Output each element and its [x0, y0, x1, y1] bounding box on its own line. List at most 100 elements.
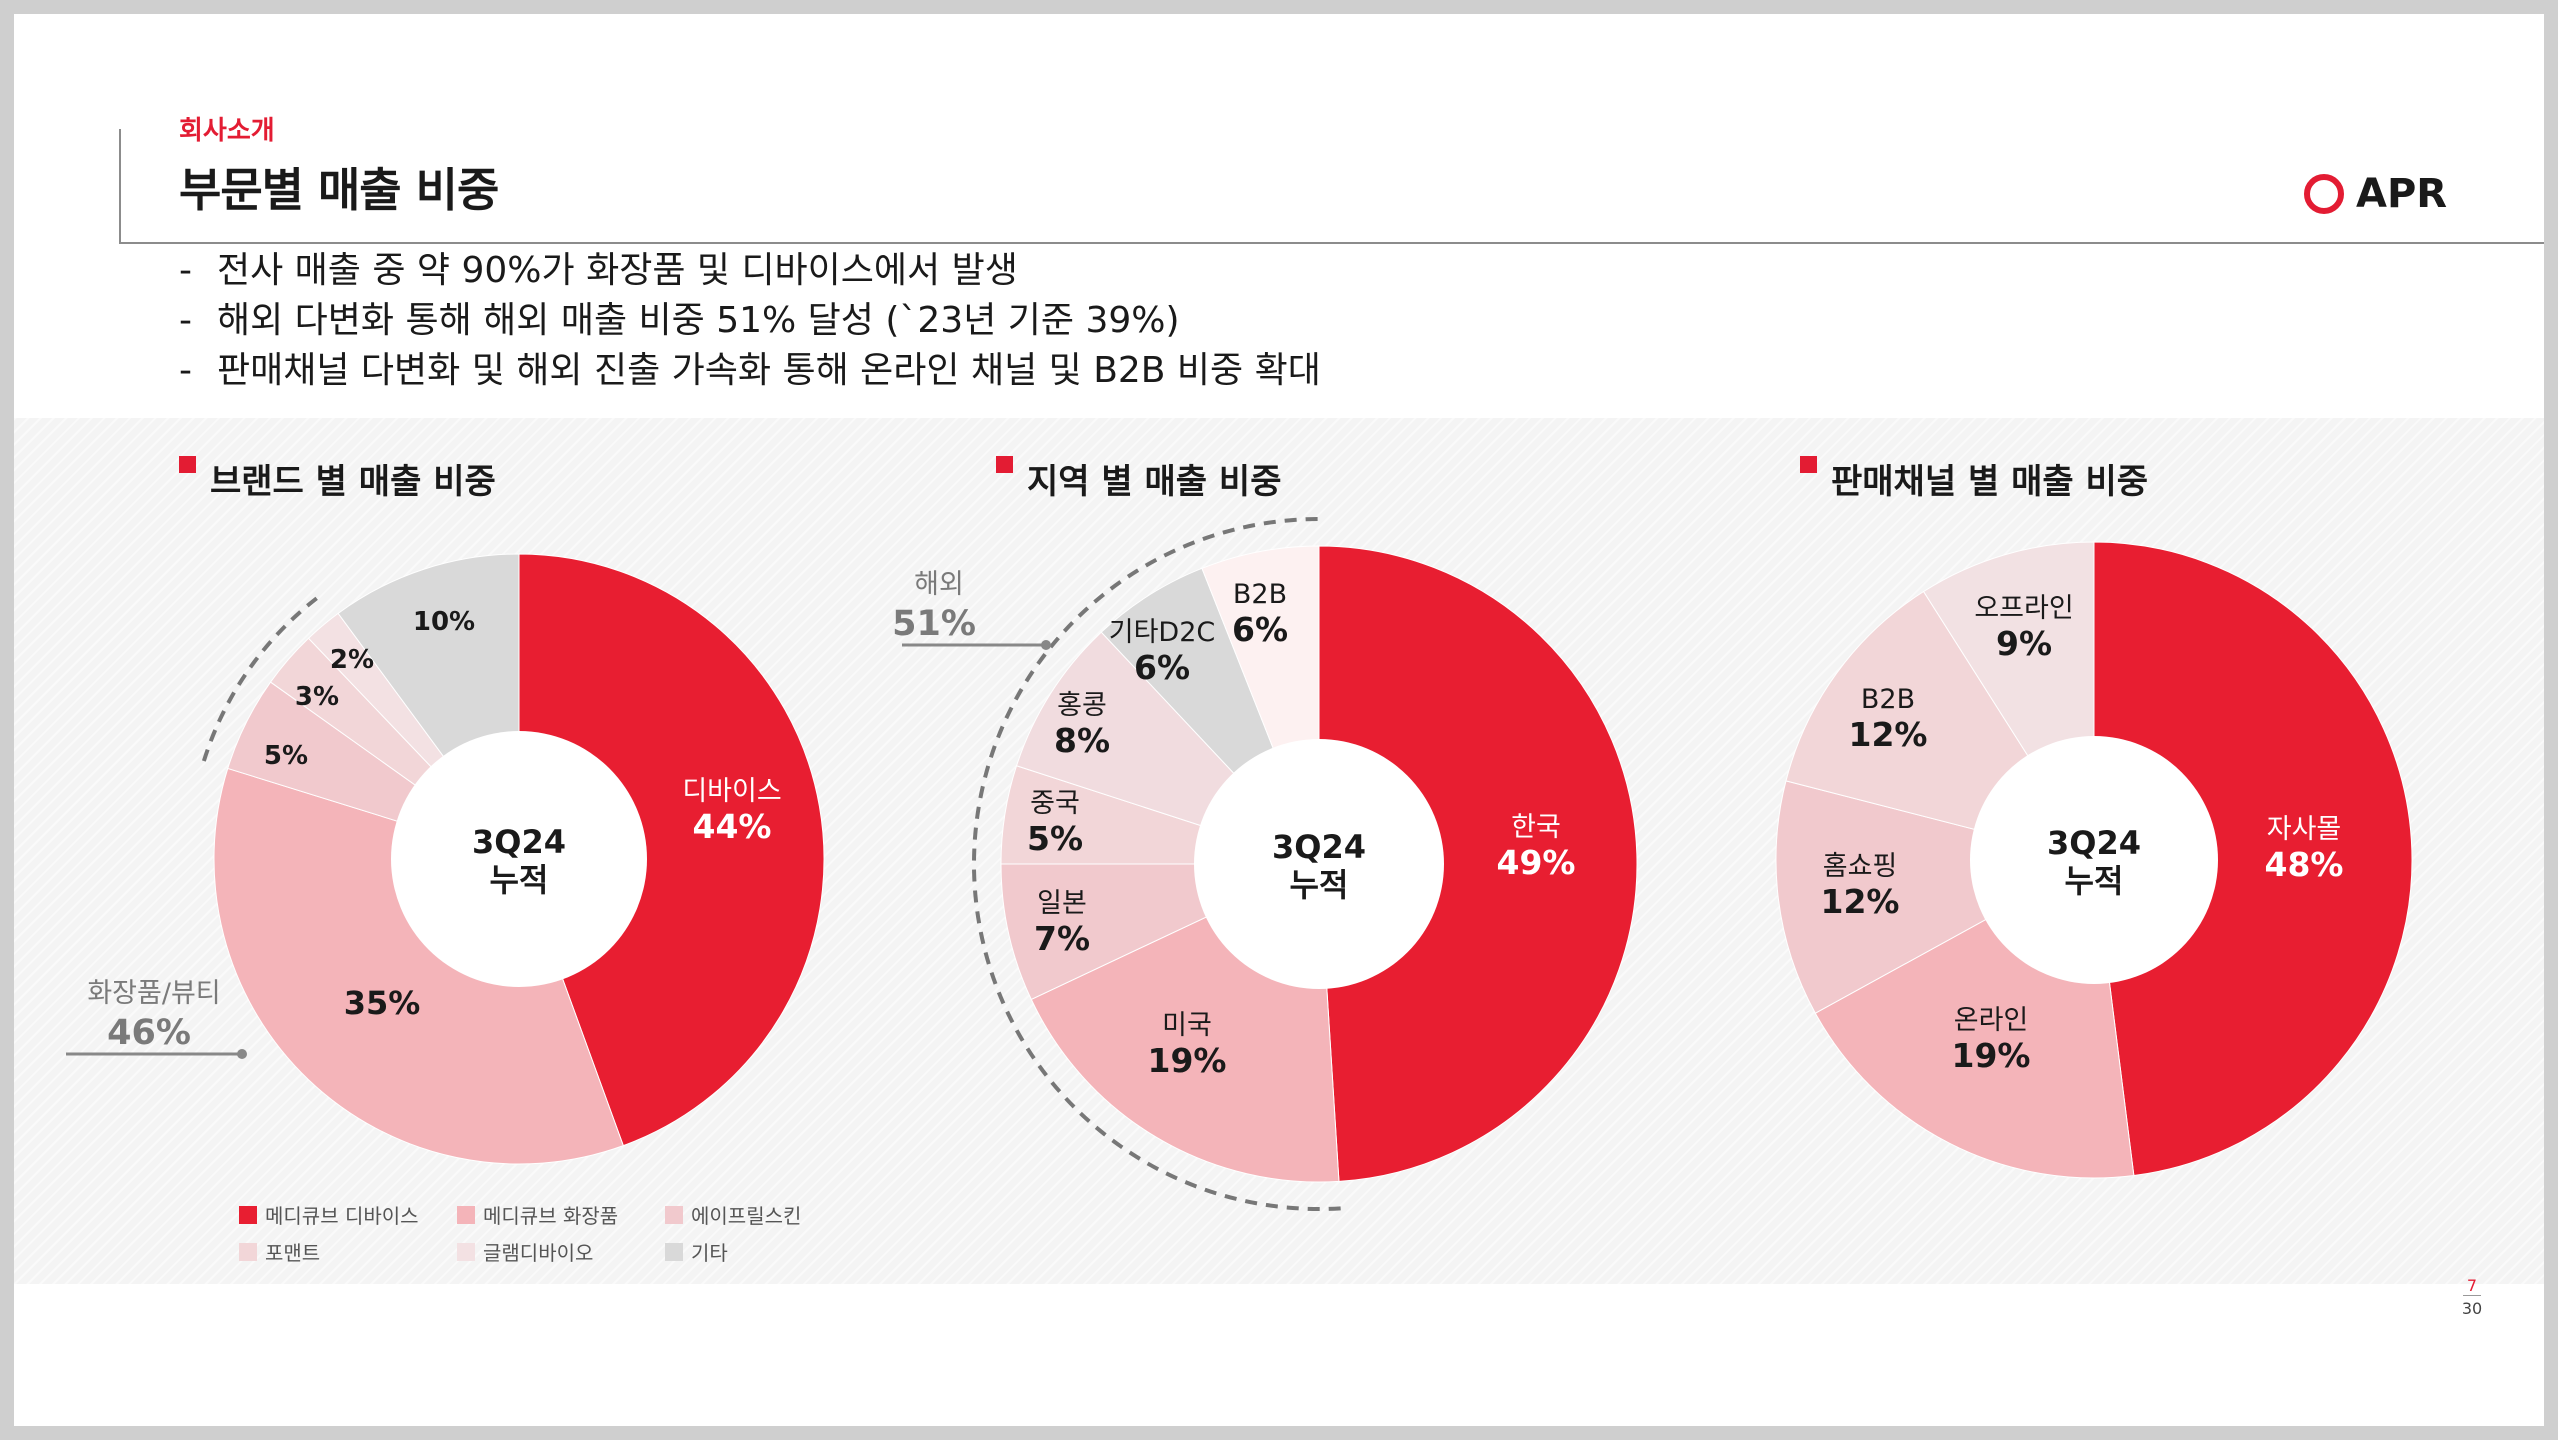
group-bracket-arc: [972, 517, 1341, 1211]
slice-label: 홈쇼핑: [1823, 851, 1898, 882]
legend-label: 메디큐브 화장품: [483, 1204, 619, 1228]
legend-swatch: [665, 1205, 683, 1224]
slice-label: 디바이스: [682, 776, 781, 807]
slice-value: 48%: [2265, 845, 2344, 884]
legend-item: 기타: [665, 1237, 865, 1266]
legend-item: 포맨트: [239, 1237, 457, 1266]
legend-item: 메디큐브 화장품: [457, 1200, 665, 1229]
center-label: 3Q24: [472, 823, 566, 861]
group-bracket-arc: [201, 591, 325, 762]
group-leader-dot: [237, 1049, 247, 1059]
legend-swatch: [239, 1242, 257, 1261]
bullet-text: 해외 다변화 통해 해외 매출 비중 51% 달성 (`23년 기준 39%): [217, 300, 1180, 341]
legend-label: 글램디바이오: [483, 1241, 594, 1265]
donut-chart-2: [1000, 545, 1638, 1183]
chart-title-text: 판매채널 별 매출 비중: [1831, 462, 2149, 502]
center-label: 누적: [1290, 866, 1349, 904]
legend-label: 메디큐브 디바이스: [265, 1204, 419, 1228]
slice-label: 미국: [1162, 1010, 1212, 1041]
page-title: 부문별 매출 비중: [179, 163, 499, 217]
chart-title-text: 브랜드 별 매출 비중: [210, 462, 496, 502]
slice-value: 12%: [1821, 882, 1900, 921]
heading-square-icon: [1800, 456, 1817, 473]
slice-label: B2B: [1233, 579, 1287, 610]
pie-slice: [1775, 780, 2096, 1014]
bullet-item: - 해외 다변화 통해 해외 매출 비중 51% 달성 (`23년 기준 39%): [179, 296, 1321, 346]
donut-chart-3: [1775, 541, 2413, 1179]
legend-swatch: [457, 1205, 475, 1224]
center-label: 3Q24: [2047, 824, 2141, 862]
legend-label: 포맨트: [265, 1241, 321, 1265]
donut-chart-1: [213, 553, 825, 1165]
donut-hole: [1970, 736, 2218, 984]
slice-label: 한국: [1511, 812, 1561, 843]
slice-value: 12%: [1849, 715, 1928, 754]
bullet-marker: -: [179, 250, 192, 291]
slice-value: 2%: [330, 645, 374, 675]
slice-value: 35%: [344, 984, 421, 1022]
legend-label: 에이프릴스킨: [691, 1204, 802, 1228]
page-number: 7 30: [2452, 1276, 2492, 1318]
slice-label: 자사몰: [2267, 814, 2342, 845]
legend-swatch: [239, 1205, 257, 1224]
summary-bullets: - 전사 매출 중 약 90%가 화장품 및 디바이스에서 발생 - 해외 다변화 …: [179, 246, 1321, 396]
slice-value: 44%: [693, 807, 772, 846]
group-value: 51%: [892, 604, 976, 644]
group-leader-dot: [1041, 640, 1051, 650]
legend-item: 메디큐브 디바이스: [239, 1200, 457, 1229]
slice-label: 홍콩: [1057, 690, 1107, 721]
legend-swatch: [665, 1242, 683, 1261]
slice-value: 9%: [1996, 624, 2052, 663]
slice-value: 3%: [295, 682, 339, 712]
slice-value: 19%: [1148, 1041, 1227, 1080]
logo-text: APR: [2356, 171, 2448, 217]
heading-square-icon: [996, 456, 1013, 473]
center-label: 누적: [2065, 862, 2124, 900]
page-total: 30: [2461, 1299, 2483, 1318]
slice-value: 5%: [264, 741, 308, 771]
page-current: 7: [2462, 1276, 2482, 1296]
title-bar-frame: [119, 129, 2544, 244]
slice-label: 중국: [1030, 788, 1080, 819]
slice-value: 8%: [1054, 721, 1110, 760]
section-label: 회사소개: [179, 116, 275, 146]
slice-label: B2B: [1861, 684, 1915, 715]
bullet-marker: -: [179, 300, 192, 341]
slice-value: 19%: [1952, 1036, 2031, 1075]
logo-ring-icon: [2304, 174, 2344, 214]
pie-slice: [518, 553, 825, 1147]
legend-item: 글램디바이오: [457, 1237, 665, 1266]
bullet-text: 판매채널 다변화 및 해외 진출 가속화 통해 온라인 채널 및 B2B 비중 …: [217, 350, 1321, 391]
slice-label: 기타D2C: [1109, 617, 1216, 648]
bullet-item: - 전사 매출 중 약 90%가 화장품 및 디바이스에서 발생: [179, 246, 1321, 296]
chart-title-text: 지역 별 매출 비중: [1027, 462, 1282, 502]
center-label: 누적: [490, 861, 549, 899]
bullet-text: 전사 매출 중 약 90%가 화장품 및 디바이스에서 발생: [217, 250, 1018, 291]
slice-label: 오프라인: [1974, 593, 2073, 624]
donut-hole: [391, 731, 647, 987]
slice-value: 5%: [1027, 819, 1083, 858]
chart-title-region: 지역 별 매출 비중: [996, 454, 1281, 503]
slice-value: 10%: [413, 607, 475, 637]
bullet-marker: -: [179, 350, 192, 391]
legend-swatch: [457, 1242, 475, 1261]
donut-hole: [1194, 739, 1444, 989]
chart-title-channel: 판매채널 별 매출 비중: [1800, 454, 2148, 503]
slice-value: 7%: [1034, 919, 1090, 958]
donut-charts: 3Q24누적디바이스44%35%5%3%2%10%화장품/뷰티46%3Q24누적…: [66, 517, 2413, 1211]
pie-slice: [2093, 541, 2413, 1177]
chart-title-brand: 브랜드 별 매출 비중: [179, 454, 496, 503]
center-label: 3Q24: [1272, 828, 1366, 866]
group-label: 화장품/뷰티: [87, 978, 220, 1009]
slice-value: 6%: [1134, 648, 1190, 687]
slice-value: 6%: [1232, 610, 1288, 649]
pie-slice: [1318, 545, 1638, 1182]
heading-square-icon: [179, 456, 196, 473]
group-value: 46%: [107, 1013, 191, 1053]
group-label: 해외: [914, 569, 964, 600]
legend-label: 기타: [691, 1241, 728, 1265]
bullet-item: - 판매채널 다변화 및 해외 진출 가속화 통해 온라인 채널 및 B2B 비중…: [179, 346, 1321, 396]
apr-logo: APR: [2304, 166, 2447, 222]
slice-label: 온라인: [1954, 1005, 2029, 1036]
